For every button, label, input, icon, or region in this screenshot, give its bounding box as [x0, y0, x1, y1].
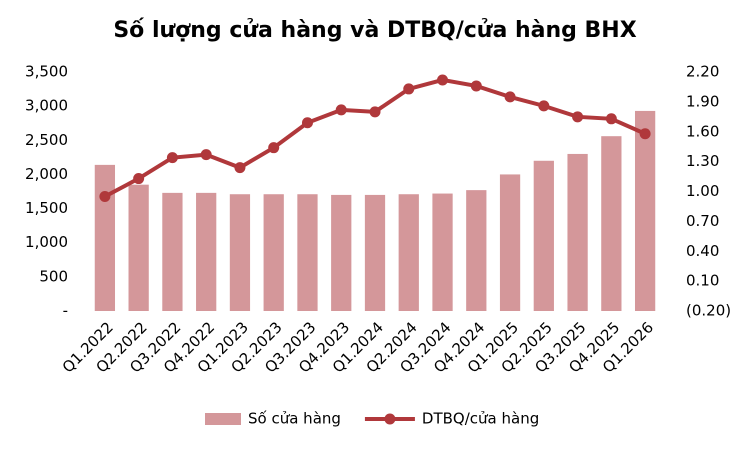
legend-swatch [205, 413, 241, 425]
y-tick-label: 2,000 [25, 165, 68, 183]
bar [364, 194, 386, 311]
bar [297, 194, 318, 311]
line-marker [437, 74, 449, 86]
y2-tick-label: 0.10 [686, 272, 719, 290]
legend-label: Số cửa hàng [248, 410, 341, 428]
bar [331, 194, 352, 311]
y2-tick-label: 0.70 [686, 212, 719, 230]
y2-tick-label: 1.60 [686, 122, 719, 140]
bar [229, 194, 251, 311]
y-tick-label: 1,500 [25, 199, 68, 217]
y2-tick-label: 1.90 [686, 92, 719, 110]
bar [634, 110, 656, 312]
y-tick-label: 2,500 [25, 131, 68, 149]
bar [398, 194, 419, 311]
bar [94, 164, 116, 311]
line-marker [99, 190, 111, 202]
legend-swatch [384, 413, 396, 425]
y-tick-label: 3,000 [25, 97, 68, 115]
line-marker [504, 91, 516, 103]
bar [196, 192, 217, 311]
line-marker [301, 117, 313, 129]
bar [499, 174, 521, 311]
bar [432, 193, 453, 311]
line-marker [268, 142, 280, 154]
bar [162, 192, 183, 311]
line-marker [403, 83, 415, 95]
chart-title: Số lượng cửa hàng và DTBQ/cửa hàng BHX [113, 18, 636, 43]
line-marker [538, 100, 550, 112]
y-tick-label: 1,000 [25, 233, 68, 251]
legend-label: DTBQ/cửa hàng [422, 410, 539, 428]
line-marker [335, 104, 347, 116]
line-marker [133, 173, 145, 185]
y2-tick-label: 0.40 [686, 242, 719, 260]
line-marker [639, 128, 651, 140]
bar [533, 160, 554, 311]
bar [128, 184, 149, 311]
line-marker [166, 152, 178, 164]
y2-tick-label: 2.20 [686, 63, 719, 81]
y2-tick-label: (0.20) [686, 302, 731, 320]
line-marker [572, 111, 584, 123]
line-marker [234, 162, 246, 174]
bar [601, 136, 622, 311]
bar [263, 194, 284, 311]
line-marker [200, 149, 212, 161]
y-tick-label: - [63, 302, 68, 320]
line-marker [605, 113, 617, 125]
y-tick-label: 3,500 [25, 63, 68, 81]
line-marker [369, 106, 381, 118]
y-tick-label: 500 [39, 267, 68, 285]
bar [466, 190, 487, 311]
bar [567, 153, 588, 311]
y2-tick-label: 1.30 [686, 152, 719, 170]
line-marker [470, 80, 482, 92]
y2-tick-label: 1.00 [686, 182, 719, 200]
